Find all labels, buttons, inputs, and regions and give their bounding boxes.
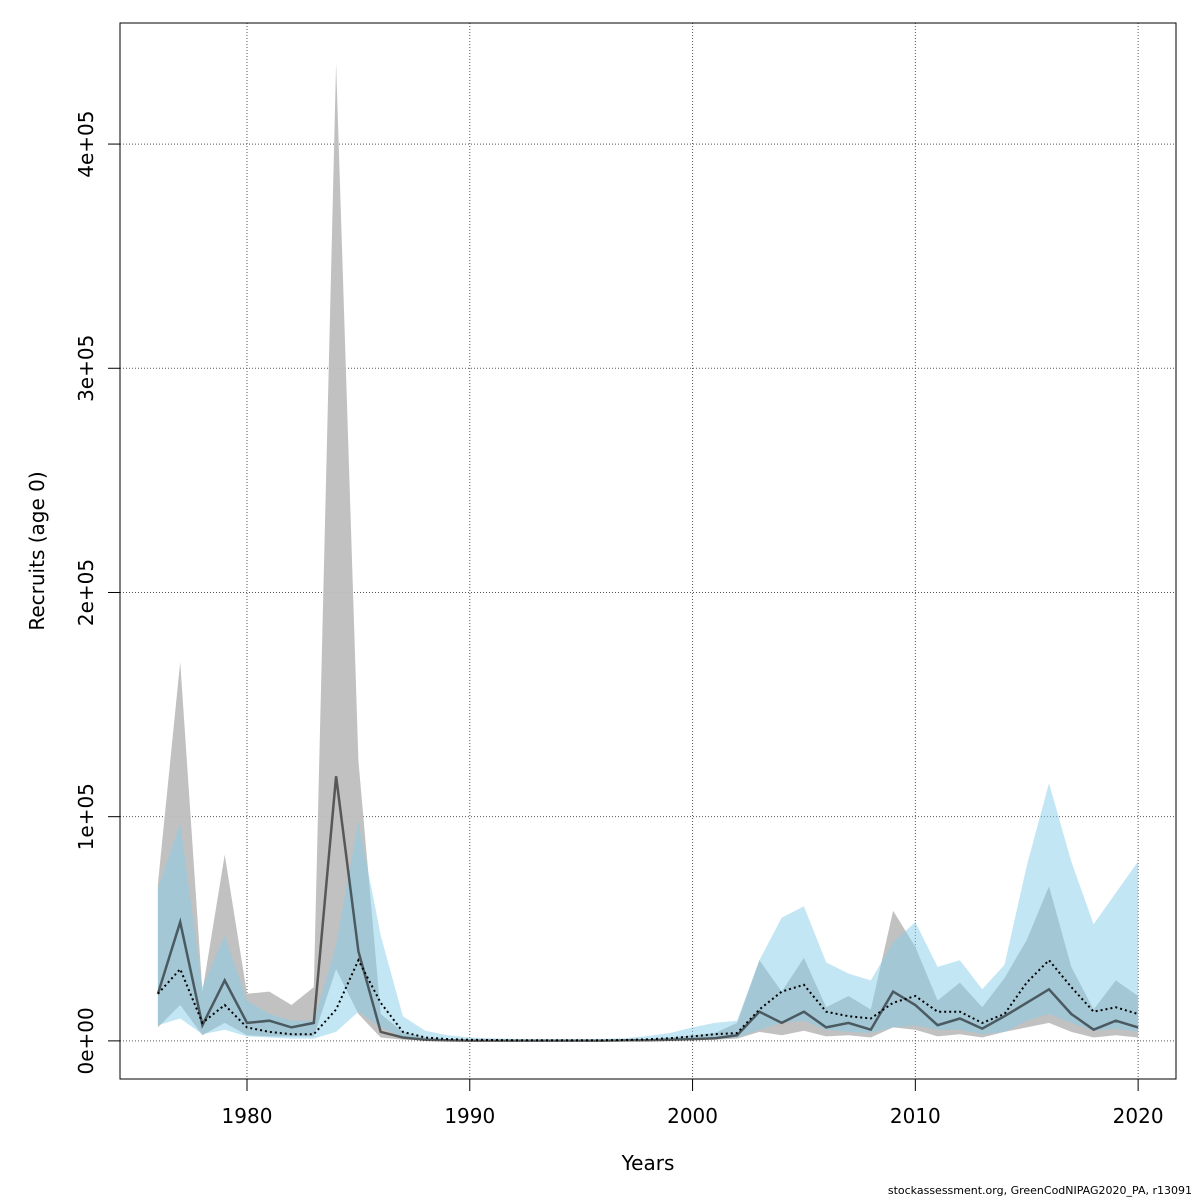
confidence-band-1: [157, 63, 1139, 1041]
x-tick-label: 2020: [1113, 1104, 1164, 1128]
confidence-band-2: [157, 783, 1139, 1041]
y-tick-label: 2e+05: [74, 559, 98, 626]
x-tick-label: 2000: [667, 1104, 718, 1128]
y-tick-label: 3e+05: [74, 335, 98, 402]
x-tick-label: 2010: [890, 1104, 941, 1128]
y-tick-label: 4e+05: [74, 110, 98, 177]
footer-credit: stockassessment.org, GreenCodNIPAG2020_P…: [887, 1184, 1192, 1197]
x-tick-label: 1990: [444, 1104, 495, 1128]
y-axis-title: Recruits (age 0): [25, 471, 49, 630]
y-tick-label: 1e+05: [74, 783, 98, 850]
y-tick-label: 0e+00: [74, 1007, 98, 1074]
x-axis-title: Years: [621, 1151, 675, 1175]
axes: 1980 1990 2000 2010 2020 0e+00 1e+05 2e+05 3e+05…: [74, 110, 1164, 1128]
x-tick-label: 1980: [222, 1104, 273, 1128]
confidence-bands: [157, 63, 1139, 1041]
estimate-line-2: [157, 957, 1139, 1042]
estimate-lines: [156, 776, 1139, 1042]
grid-lines: [120, 23, 1176, 1079]
